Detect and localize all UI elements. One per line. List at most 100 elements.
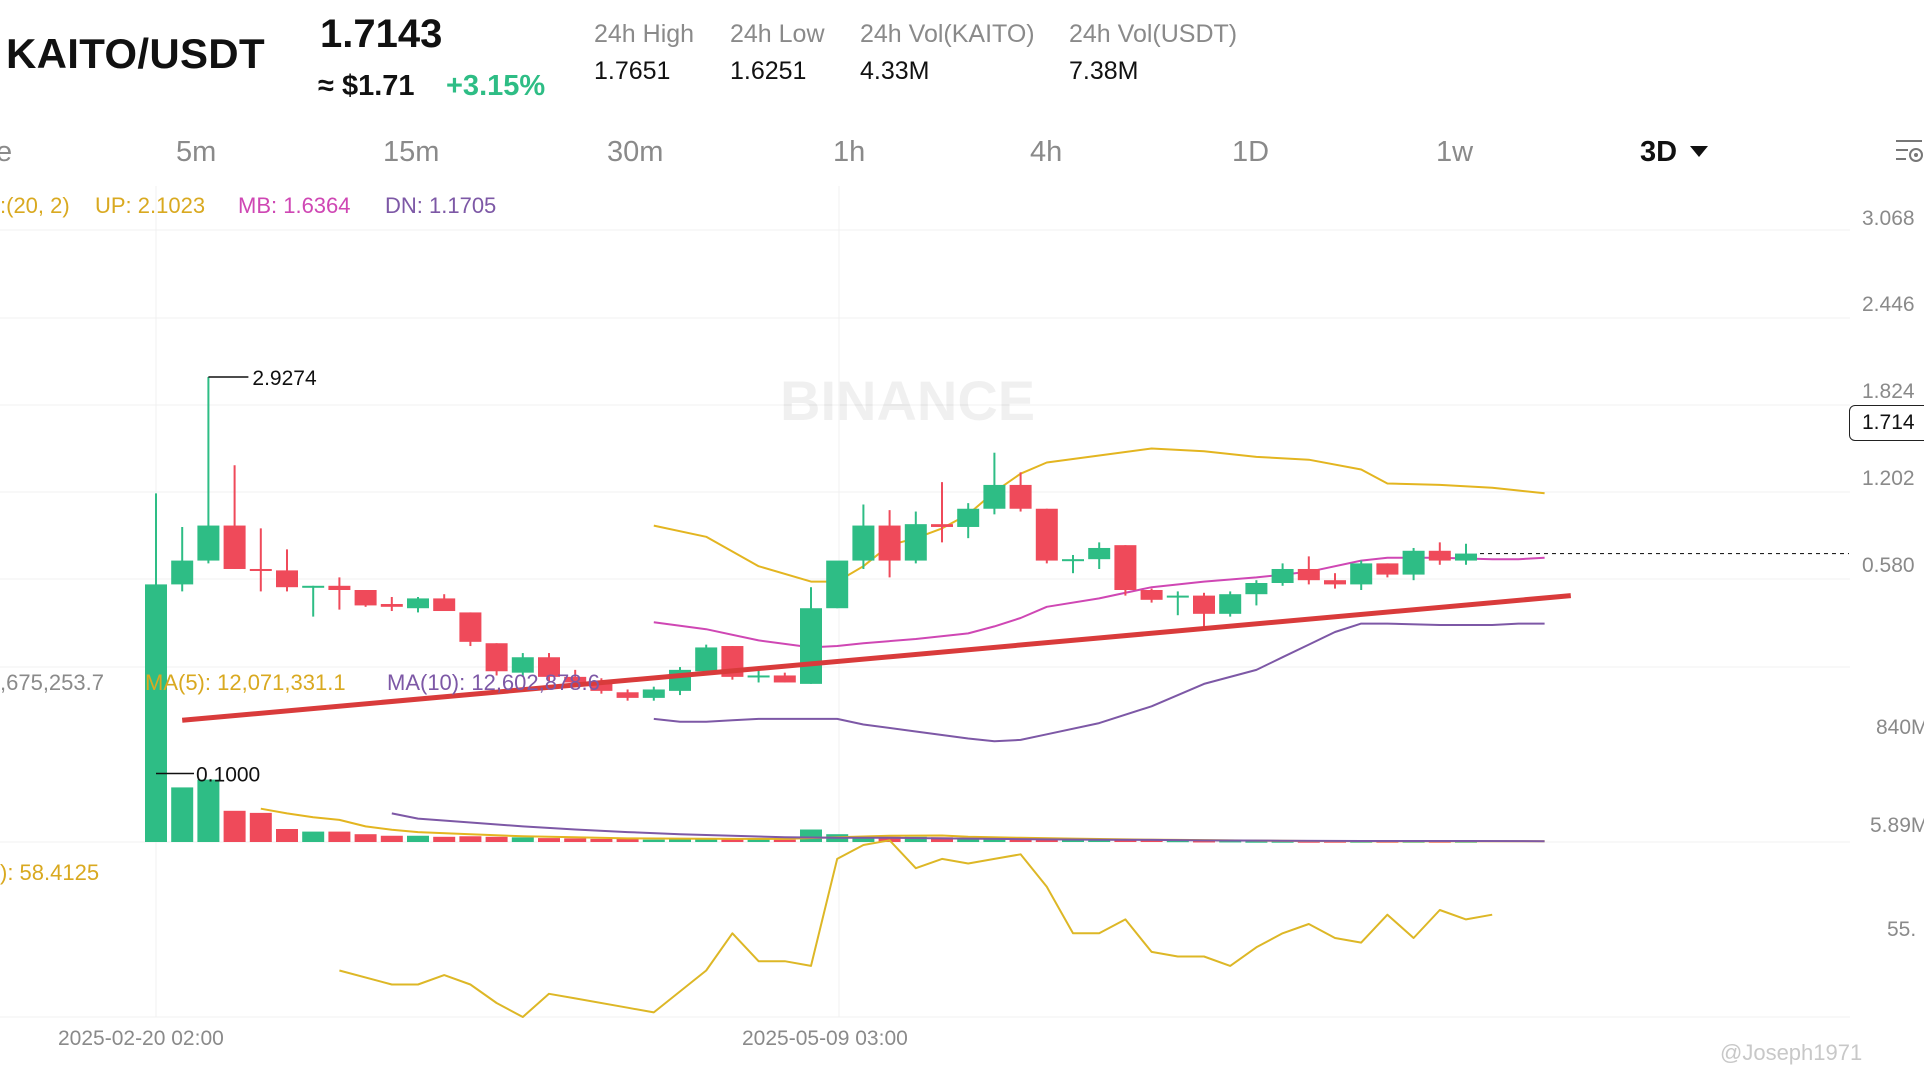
volume-bar [1035, 838, 1058, 842]
volume-bar [800, 829, 822, 842]
candle-body [1376, 563, 1399, 575]
volume-axis-label: 840M [1876, 716, 1924, 739]
tab-timeframe-truncated[interactable]: e [0, 136, 13, 168]
volume-bar [642, 839, 665, 842]
candle-body [1455, 553, 1477, 561]
candle-body [276, 570, 298, 588]
candle-body [590, 682, 613, 691]
candle-body [1062, 559, 1084, 562]
boll-params: :(20, 2) [0, 193, 70, 218]
volume-bar [1219, 840, 1242, 843]
candle-body [511, 657, 534, 673]
tab-15m[interactable]: 15m [383, 136, 440, 168]
stat-label-vol-usdt: 24h Vol(USDT) [1069, 20, 1238, 48]
price-axis-label: 1.824 [1862, 380, 1915, 403]
annotations-layer: 2.9274 0.1000 [156, 367, 1849, 787]
approx-usd: ≈ $1.71 [318, 70, 415, 102]
candle-body [380, 604, 403, 607]
volume-bar [1140, 840, 1163, 842]
rsi-value: ): 58.4125 [0, 860, 100, 885]
tab-1d[interactable]: 1D [1232, 136, 1270, 168]
candle-body [904, 524, 927, 561]
boll-middle-value: MB: 1.6364 [238, 193, 351, 218]
candle-body [485, 643, 508, 672]
date-axis-label: 2025-02-20 02:00 [58, 1027, 224, 1050]
candle-body [328, 585, 351, 591]
candle-body [878, 525, 901, 561]
volume-bar [1009, 838, 1032, 842]
volume-bar [852, 836, 875, 842]
volume-bar [695, 838, 718, 842]
volume-bar [904, 836, 927, 842]
volume-bar [485, 836, 508, 842]
candle-body [354, 590, 377, 606]
volume-bar [931, 837, 953, 842]
volume-bar [171, 787, 194, 842]
stat-label-vol-kaito: 24h Vol(KAITO) [860, 20, 1035, 48]
volume-bar [564, 838, 587, 842]
volume-bar [957, 838, 980, 842]
volume-bar [773, 839, 796, 842]
candle-body [1219, 594, 1242, 614]
tab-3d-dropdown[interactable]: 3D [1640, 136, 1678, 168]
stat-value-low: 1.6251 [730, 57, 807, 85]
price-axis-label: 3.068 [1862, 207, 1915, 230]
candles-layer[interactable] [145, 377, 1477, 774]
volume-bar [538, 838, 560, 842]
chevron-down-icon[interactable] [1690, 146, 1708, 157]
candle-body [695, 647, 718, 672]
stat-label-high: 24h High [594, 20, 695, 48]
user-watermark: @Joseph1971 [1720, 1040, 1863, 1065]
tab-5m[interactable]: 5m [176, 136, 217, 168]
date-axis-label: 2025-05-09 03:00 [742, 1027, 908, 1050]
candle-body [616, 692, 639, 698]
candle-body [931, 524, 953, 527]
candle-body [1402, 550, 1425, 575]
pair-title: KAITO/USDT [6, 30, 265, 77]
volume-bar [1193, 840, 1215, 843]
volume-bar [511, 837, 534, 842]
candle-body [1297, 568, 1320, 581]
candle-body [197, 525, 220, 561]
candle-body [407, 598, 429, 609]
candle-body [171, 560, 194, 585]
tab-4h[interactable]: 4h [1030, 136, 1063, 168]
candle-body [459, 612, 482, 642]
candle-body [538, 657, 560, 677]
chart-settings-icon[interactable] [1894, 136, 1924, 166]
boll-lower-value: DN: 1.1705 [385, 193, 497, 218]
volume-bar [302, 831, 325, 842]
candle-body [1140, 590, 1163, 600]
volume-bar [1114, 839, 1137, 842]
volume-bar [433, 836, 456, 842]
boll-upper-value: UP: 2.1023 [95, 193, 206, 218]
current-price-tag: 1.714 [1849, 405, 1924, 441]
support-trendline [181, 593, 1572, 723]
stat-value-vol-kaito: 4.33M [860, 57, 930, 85]
candle-body [983, 484, 1006, 509]
volume-bar [747, 839, 770, 842]
tab-1w[interactable]: 1w [1436, 136, 1474, 168]
volume-bar [407, 835, 429, 842]
trendline-layer [181, 593, 1572, 723]
candle-body [1166, 595, 1189, 598]
volume-ma5-line [260, 807, 1545, 843]
tab-30m[interactable]: 30m [607, 136, 664, 168]
candle-body [433, 598, 456, 612]
candle-body [1009, 484, 1032, 509]
boll-lower-line [653, 622, 1545, 743]
volume-ma10: MA(10): 12,602,878.6 [387, 670, 600, 695]
stat-label-low: 24h Low [730, 20, 825, 48]
candle-body [1324, 580, 1346, 585]
grid-lines [0, 186, 1850, 1018]
watermark-layer: BINANCE [780, 369, 1035, 432]
volume-bar [1062, 839, 1084, 842]
last-price: 1.7143 [320, 12, 443, 56]
low-marker-label: 0.1000 [196, 764, 260, 787]
volume-bar [380, 835, 403, 842]
volume-bar [223, 810, 246, 842]
volume-bar [354, 834, 377, 842]
candle-body [747, 675, 770, 678]
tab-1h[interactable]: 1h [833, 136, 866, 168]
